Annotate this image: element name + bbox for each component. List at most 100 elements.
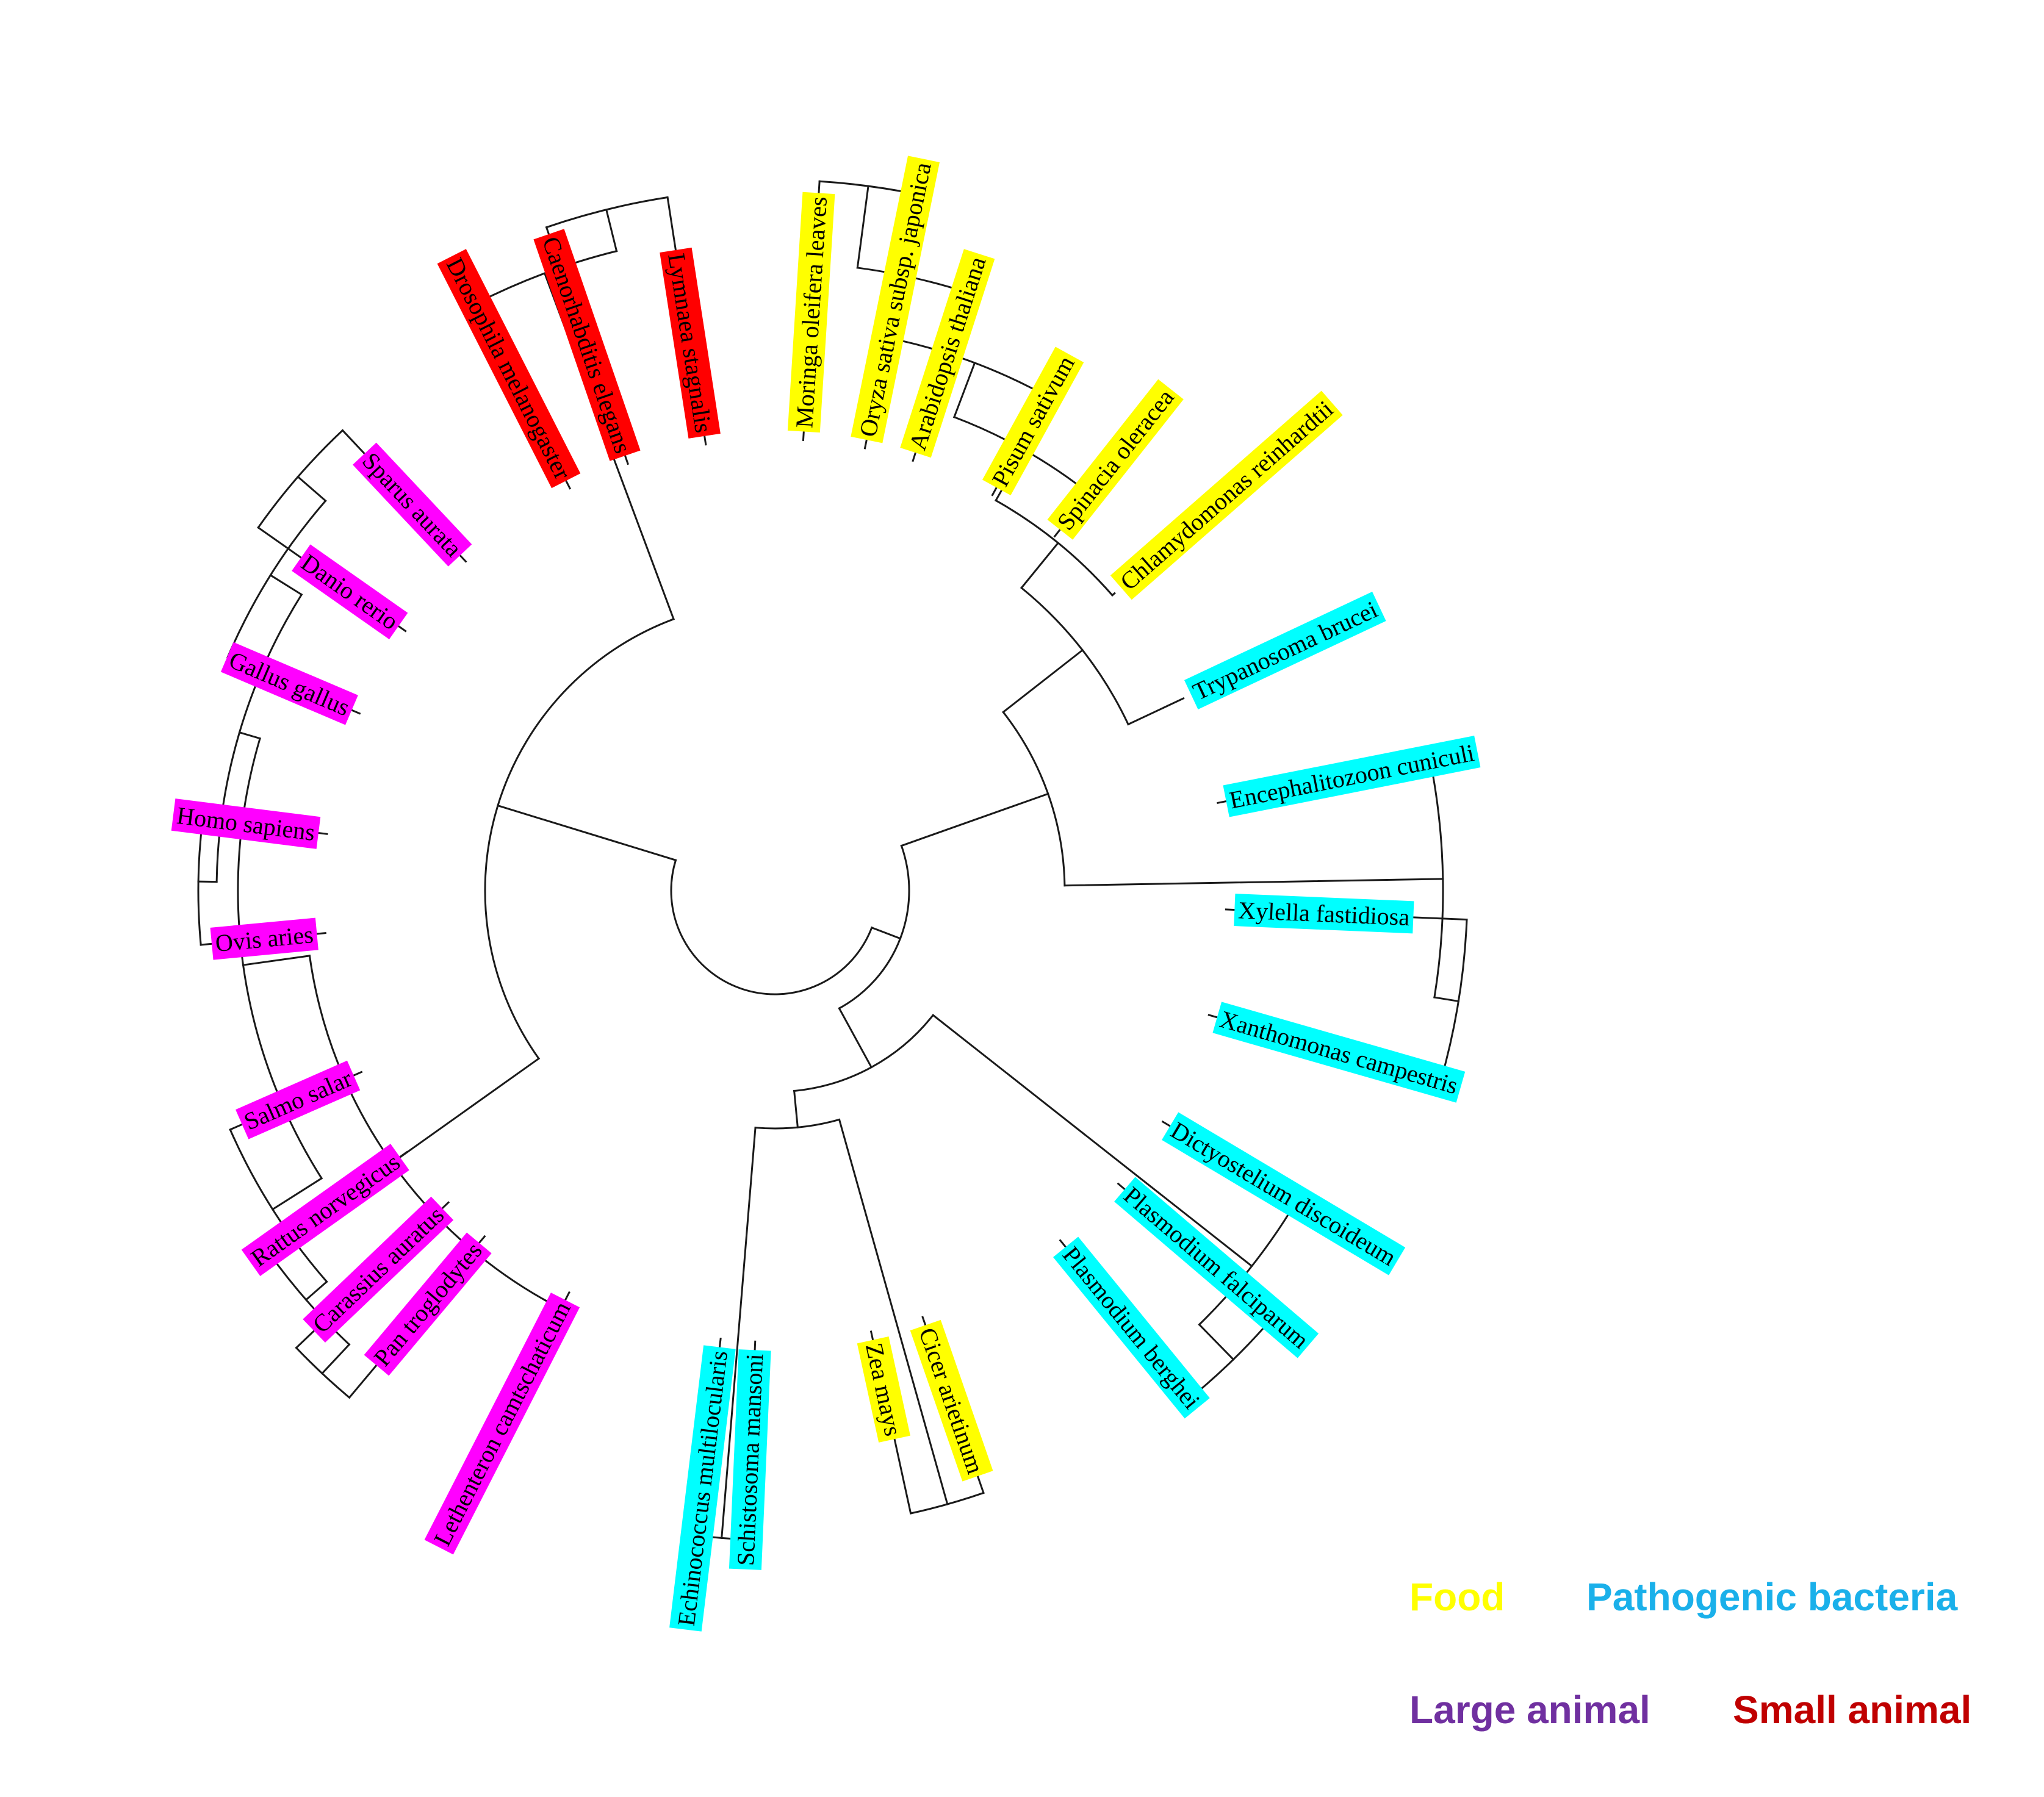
leaf-highlight bbox=[787, 192, 835, 433]
branch-edge bbox=[1002, 648, 1084, 714]
leaf-name: Encephalitozoon cuniculi bbox=[1227, 739, 1477, 814]
leaf-name: Danio rerio bbox=[296, 548, 403, 635]
branch-edge bbox=[242, 955, 311, 966]
leaf-name: Arabidopsis thaliana bbox=[904, 253, 991, 453]
leaf-highlight bbox=[353, 442, 472, 567]
leaf-name: Trypanosoma brucei bbox=[1189, 595, 1381, 706]
leaf-highlight bbox=[1162, 1112, 1406, 1275]
leaf-label: Schistosoma mansoni bbox=[729, 1349, 771, 1570]
branch-edge bbox=[1127, 697, 1185, 726]
leaf-highlight bbox=[437, 249, 581, 489]
branch-edge bbox=[605, 208, 618, 253]
branch-edge bbox=[238, 731, 261, 740]
leaf-label: Moringa oleifera leaves bbox=[787, 192, 835, 433]
leaf-highlight bbox=[364, 1232, 492, 1376]
leaf-highlight bbox=[982, 346, 1084, 496]
leaf-label: Zea mays bbox=[857, 1336, 910, 1443]
branch-edge bbox=[793, 1089, 799, 1128]
leaf-highlight bbox=[851, 156, 940, 443]
leaf-highlight bbox=[1212, 1002, 1466, 1103]
leaf-highlight bbox=[1184, 592, 1386, 709]
leaf-highlight bbox=[857, 1336, 910, 1443]
legend-small-animal: Small animal bbox=[1733, 1688, 1971, 1732]
leaf-highlight bbox=[220, 642, 358, 725]
leaf-highlight bbox=[210, 917, 318, 960]
branch-edge bbox=[390, 1057, 541, 1164]
leaf-label: Xanthomonas campestris bbox=[1212, 1002, 1466, 1103]
leaf-name: Pisum sativum bbox=[986, 351, 1079, 491]
branch-edge bbox=[870, 926, 902, 940]
legend-food: Food bbox=[1409, 1575, 1505, 1619]
branch-edge bbox=[900, 792, 1049, 847]
leaf-name: Sparus aurata bbox=[357, 447, 467, 562]
branch-edge bbox=[304, 1280, 328, 1301]
leaf-label: Salmo salar bbox=[236, 1060, 361, 1139]
leaf-highlight bbox=[1110, 390, 1343, 600]
leaf-name: Plasmodium berghei bbox=[1057, 1241, 1206, 1415]
leaf-label: Xylella fastidiosa bbox=[1234, 894, 1414, 934]
leaf-label: Lymnaea stagnalis bbox=[660, 247, 721, 439]
branch-edge bbox=[271, 1177, 323, 1211]
leaf-label: Danio rerio bbox=[292, 544, 408, 640]
leaf-label: Gallus gallus bbox=[220, 642, 358, 725]
branch-edge bbox=[1063, 878, 1444, 887]
branch-edge bbox=[1198, 1323, 1235, 1361]
leaf-label: Pisum sativum bbox=[982, 346, 1084, 496]
branch-edge bbox=[497, 804, 677, 862]
leaf-highlight bbox=[900, 249, 995, 458]
legend: Food Pathogenic bacteria Large animal Sm… bbox=[1409, 1575, 1971, 1732]
leaf-name: Xanthomonas campestris bbox=[1217, 1005, 1461, 1099]
branch-edge bbox=[838, 1118, 949, 1505]
leaf-name: Spinacia oleracea bbox=[1051, 384, 1179, 536]
branch-arc bbox=[838, 844, 910, 1010]
leaf-highlight bbox=[1234, 894, 1414, 934]
leaf-highlight bbox=[171, 798, 321, 849]
leaf-highlight bbox=[729, 1349, 771, 1570]
leaf-highlight bbox=[910, 1319, 993, 1482]
leaf-label: Trypanosoma brucei bbox=[1184, 592, 1386, 709]
branch-edge bbox=[932, 1014, 1253, 1268]
branch-edge bbox=[1110, 592, 1116, 597]
leaf-label: Ovis aries bbox=[210, 917, 318, 960]
leaf-name: Cicer arietinum bbox=[913, 1324, 989, 1477]
leaf-label: Spinacia oleracea bbox=[1047, 379, 1184, 540]
leaf-label: Encephalitozoon cuniculi bbox=[1223, 736, 1481, 817]
leaf-name: Echinococcus multilocularis bbox=[672, 1349, 733, 1627]
branch-edge bbox=[269, 573, 303, 596]
leaf-highlight bbox=[1114, 1177, 1319, 1358]
leaf-highlight bbox=[1047, 379, 1184, 540]
branch-edge bbox=[320, 1343, 351, 1375]
branch-edge bbox=[1433, 996, 1460, 1003]
leaf-name: Gallus gallus bbox=[225, 646, 354, 722]
leaf-label: Sparus aurata bbox=[353, 442, 472, 567]
leaf-name: Salmo salar bbox=[240, 1064, 356, 1136]
leaf-name: Lymnaea stagnalis bbox=[663, 251, 718, 434]
branch-edge bbox=[297, 475, 327, 503]
leaf-highlight bbox=[236, 1060, 361, 1139]
leaf-highlight bbox=[424, 1293, 580, 1555]
branch-edge bbox=[1020, 541, 1060, 589]
leaf-highlight bbox=[1223, 736, 1481, 817]
branch-edge bbox=[856, 185, 869, 269]
leaf-label: Plasmodium berghei bbox=[1053, 1236, 1210, 1419]
leaf-labels: Moringa oleifera leaves Oryza sativa subs… bbox=[171, 156, 1481, 1632]
leaf-highlight bbox=[660, 247, 721, 439]
legend-large-animal: Large animal bbox=[1409, 1688, 1650, 1732]
leaf-name: Lethenteron camtschaticum bbox=[428, 1297, 576, 1550]
leaf-highlight bbox=[303, 1196, 454, 1343]
branch-edge bbox=[952, 361, 976, 418]
leaf-highlight bbox=[292, 544, 408, 640]
leaf-label: Cicer arietinum bbox=[910, 1319, 993, 1482]
leaf-highlight bbox=[1053, 1236, 1210, 1419]
legend-pathogenic-bacteria: Pathogenic bacteria bbox=[1586, 1575, 1958, 1619]
branch-arc bbox=[484, 618, 675, 1060]
branch-arc bbox=[670, 859, 873, 995]
leaf-highlight bbox=[241, 1144, 409, 1277]
leaf-highlight bbox=[533, 229, 641, 461]
leaf-highlight bbox=[669, 1345, 736, 1632]
branch-edge bbox=[721, 1127, 757, 1540]
branch-edge bbox=[838, 1007, 873, 1069]
leaf-label: Lethenteron camtschaticum bbox=[424, 1293, 580, 1555]
leaf-label: Homo sapiens bbox=[171, 798, 321, 849]
